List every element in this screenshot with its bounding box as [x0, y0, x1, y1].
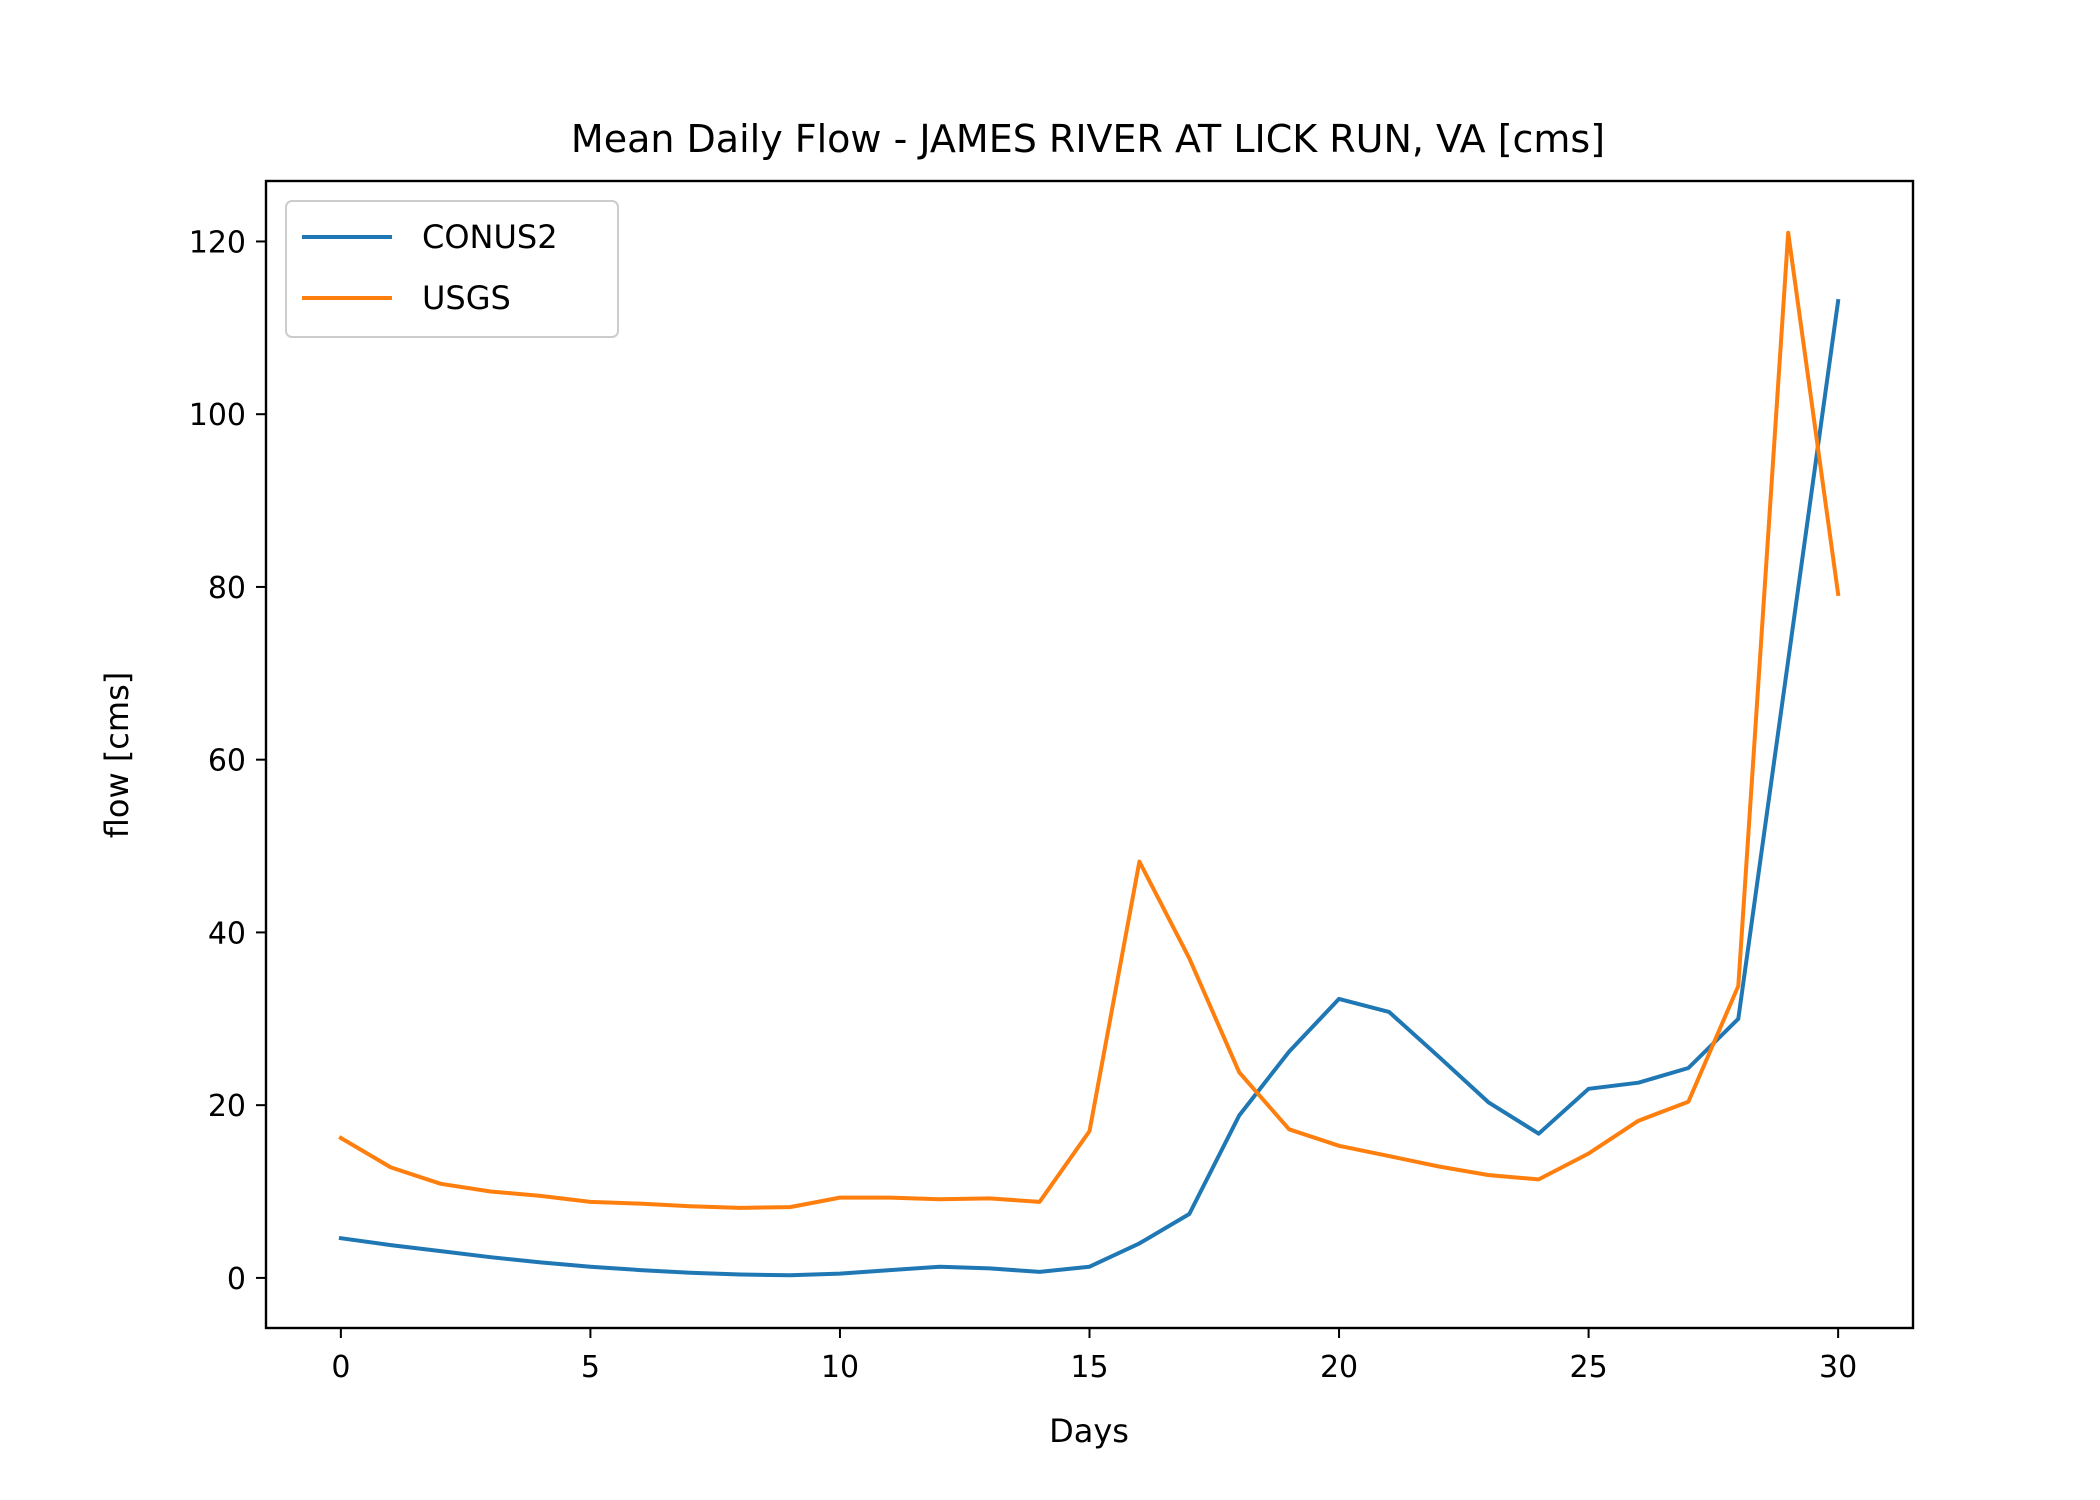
- y-tick-label: 80: [208, 571, 246, 606]
- y-tick-label: 20: [208, 1089, 246, 1124]
- x-axis: 0 5 10 15 20 25 30: [331, 1328, 1857, 1385]
- legend-label-conus2: CONUS2: [422, 218, 558, 256]
- y-axis: 0 20 40 60 80 100 120: [189, 225, 266, 1297]
- legend-label-usgs: USGS: [422, 279, 511, 317]
- x-tick-label: 25: [1569, 1350, 1607, 1385]
- series-line-conus2: [338, 298, 1841, 1278]
- x-tick-label: 5: [581, 1350, 600, 1385]
- y-tick-label: 120: [189, 225, 246, 260]
- x-tick-label: 30: [1819, 1350, 1857, 1385]
- y-tick-label: 100: [189, 398, 246, 433]
- plot-area: [338, 230, 1841, 1278]
- series-line-usgs: [338, 230, 1841, 1210]
- x-tick-label: 10: [821, 1350, 859, 1385]
- y-axis-label: flow [cms]: [98, 672, 136, 838]
- x-tick-label: 15: [1070, 1350, 1108, 1385]
- y-tick-label: 60: [208, 744, 246, 779]
- y-tick-label: 40: [208, 916, 246, 951]
- x-tick-label: 0: [331, 1350, 350, 1385]
- legend: CONUS2 USGS: [285, 200, 619, 338]
- chart-title: Mean Daily Flow - JAMES RIVER AT LICK RU…: [571, 117, 1605, 161]
- y-tick-label: 0: [227, 1262, 246, 1297]
- x-axis-label: Days: [1049, 1412, 1129, 1450]
- x-tick-label: 20: [1320, 1350, 1358, 1385]
